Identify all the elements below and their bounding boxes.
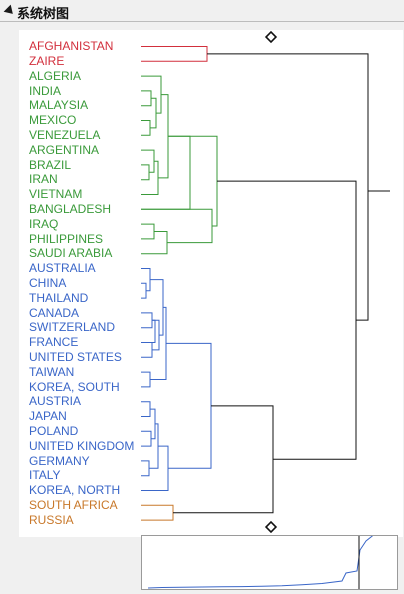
leaf-label[interactable]: MALAYSIA — [29, 98, 89, 113]
leaf-label[interactable]: SAUDI ARABIA — [29, 246, 113, 261]
dendrogram-branch — [141, 504, 174, 521]
dendrogram-branch — [141, 282, 147, 299]
dendrogram-branch — [141, 164, 150, 181]
leaf-label[interactable]: VENEZUELA — [29, 127, 101, 142]
leaf-label[interactable]: RUSSIA — [29, 512, 74, 527]
leaf-label[interactable]: FRANCE — [29, 335, 79, 350]
leaf-label[interactable]: UNITED KINGDOM — [29, 438, 135, 453]
dendrogram-branch — [141, 223, 155, 240]
cluster-cut-handle-icon[interactable] — [264, 30, 278, 44]
leaf-label[interactable]: AFGHANISTAN — [29, 39, 114, 54]
dendrogram-branch — [168, 135, 218, 227]
dendrogram-branch — [141, 401, 151, 417]
leaf-label[interactable]: AUSTRALIA — [29, 261, 96, 276]
leaf-label[interactable]: UNITED STATES — [29, 349, 122, 364]
dendrogram-branch — [207, 53, 369, 321]
leaf-label[interactable]: GERMANY — [29, 453, 90, 468]
leaf-label[interactable]: CANADA — [29, 305, 80, 320]
dendrogram-branch — [141, 120, 151, 136]
leaf-label[interactable]: IRAQ — [29, 216, 59, 231]
leaf-label[interactable]: INDIA — [29, 83, 62, 98]
dendrogram-branch — [141, 149, 155, 173]
leaf-label[interactable]: PHILIPPINES — [29, 231, 104, 246]
dendrogram-branch — [158, 94, 169, 179]
leaf-label[interactable]: IRAN — [29, 172, 58, 187]
dendrogram-branch — [141, 319, 156, 343]
leaf-label[interactable]: BRAZIL — [29, 157, 72, 172]
dendrogram-branch — [141, 460, 150, 477]
leaf-label[interactable]: ITALY — [29, 468, 61, 483]
dendrogram-branch — [141, 342, 153, 358]
dendrogram-branch — [217, 180, 357, 460]
dendrogram-report-header[interactable]: 系统树图 — [0, 0, 404, 22]
leaf-label[interactable]: THAILAND — [29, 290, 89, 305]
leaf-label[interactable]: POLAND — [29, 423, 79, 438]
dendrogram-branch — [141, 135, 191, 210]
leaf-label[interactable]: AUSTRIA — [29, 394, 82, 409]
leaf-label[interactable]: KOREA, NORTH — [29, 483, 121, 498]
leaf-label[interactable]: CHINA — [29, 275, 67, 290]
leaf-label[interactable]: JAPAN — [29, 409, 67, 424]
dendrogram-branch — [141, 312, 153, 329]
leaf-label[interactable]: KOREA, SOUTH — [29, 379, 120, 394]
dendrogram-branch — [141, 208, 213, 244]
leaf-label[interactable]: TAIWAN — [29, 364, 75, 379]
scree-plot-svg — [147, 532, 377, 589]
dendrogram-branch — [141, 90, 152, 107]
header-divider — [0, 21, 404, 22]
leaf-label[interactable]: SOUTH AFRICA — [29, 497, 118, 512]
report-title: 系统树图 — [17, 7, 70, 22]
leaf-label[interactable]: ZAIRE — [29, 53, 65, 68]
leaf-label[interactable]: BANGLADESH — [29, 201, 112, 216]
distance-scree-plot — [141, 532, 398, 590]
cluster-cut-handle-icon[interactable] — [264, 520, 278, 534]
dendrogram-branch — [141, 430, 152, 447]
leaf-label[interactable]: SWITZERLAND — [29, 320, 116, 335]
leaf-label[interactable]: ALGERIA — [29, 68, 82, 83]
scree-line — [147, 532, 377, 589]
dendrogram-branch — [166, 342, 212, 469]
leaf-label[interactable]: VIETNAM — [29, 187, 83, 202]
leaf-label[interactable]: ARGENTINA — [29, 142, 100, 157]
dendrogram-branch — [141, 371, 151, 388]
dendrogram-branch — [173, 405, 274, 514]
dendrogram-branch — [141, 46, 208, 62]
leaf-label[interactable]: MEXICO — [29, 113, 77, 128]
